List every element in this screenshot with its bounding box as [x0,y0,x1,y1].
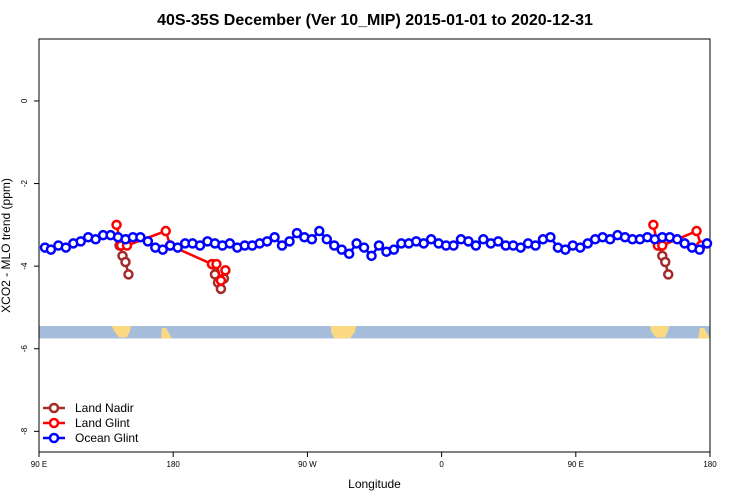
axes: 90 E 180 90 W 0 90 E 180 0 -2 -4 -6 -8 [20,98,717,469]
point-1-8 [220,265,231,276]
point-0-11 [660,256,671,268]
point-2-42 [351,238,362,249]
point-1-9 [648,219,659,231]
x-tick-label-4: 90 E [568,460,584,469]
point-0-7 [215,283,227,295]
y-tick-label-1: -2 [20,179,29,187]
legend-label-2: Ocean Glint [75,431,139,445]
point-2-45 [373,240,385,251]
legend-label-1: Land Glint [75,416,130,430]
point-1-11 [657,240,668,251]
point-2-47 [388,244,400,255]
legend-entry-1: Land Glint [43,416,130,430]
point-0-12 [662,269,674,280]
legend-marker-2 [48,432,60,444]
point-2-14 [142,236,154,247]
point-0-3 [123,269,134,280]
point-2-21 [194,240,206,251]
point-2-13 [135,231,146,243]
ocean-band [39,326,710,339]
point-2-59 [478,234,489,245]
series-layer [39,219,713,295]
point-2-55 [448,240,459,251]
point-1-6 [211,258,222,270]
point-2-5 [75,236,87,247]
chart-title: 40S-35S December (Ver 10_MIP) 2015-01-01… [157,12,593,29]
point-2-43 [358,242,370,253]
point-2-41 [343,248,355,260]
x-tick-label-0: 90 E [31,460,47,469]
point-2-76 [604,234,616,245]
point-2-57 [463,236,474,247]
x-axis-label: Longitude [348,477,401,491]
point-2-86 [679,238,690,249]
point-2-30 [261,236,273,247]
legend-label-0: Land Nadir [75,401,134,415]
point-2-68 [545,231,556,243]
point-0-2 [120,256,131,268]
point-2-72 [575,242,586,253]
x-tick-label-5: 180 [703,460,717,469]
point-2-52 [425,234,437,245]
point-2-70 [560,244,571,255]
legend-marker-1 [48,417,60,429]
point-2-16 [157,244,169,255]
point-2-58 [470,240,482,251]
point-2-31 [269,231,280,243]
point-2-36 [306,234,318,245]
point-2-88 [694,244,705,255]
series-land-glint [111,219,707,286]
x-tick-label-3: 0 [439,460,444,469]
legend-marker-0 [48,402,60,414]
point-2-64 [515,242,526,253]
point-2-7 [90,234,101,245]
point-2-33 [284,236,295,247]
point-2-40 [336,244,347,255]
point-1-12 [691,225,702,237]
point-1-0 [111,219,122,231]
y-tick-label-2: -4 [20,262,29,270]
point-2-3 [60,242,72,253]
land-shape-2 [331,326,356,339]
land-shape-0 [112,326,131,338]
point-2-39 [328,240,340,251]
land-shape-4 [698,328,710,339]
point-2-32 [276,240,288,251]
point-2-34 [291,227,303,239]
y-tick-label-4: -8 [20,427,29,435]
series-ocean-glint [39,225,713,262]
point-2-51 [418,238,429,249]
land-shape-3 [650,326,669,338]
point-2-73 [582,238,593,249]
point-2-85 [671,234,683,245]
legend-entry-0: Land Nadir [43,401,134,415]
point-2-61 [493,236,504,247]
point-2-1 [45,244,57,255]
legend-entry-2: Ocean Glint [43,431,139,445]
land-shape-1 [161,328,172,339]
point-2-38 [321,234,333,245]
point-1-7 [215,275,227,286]
y-tick-label-3: -6 [20,345,29,353]
point-2-66 [530,240,541,251]
point-2-25 [224,238,236,249]
point-2-18 [172,242,183,253]
x-tick-label-2: 90 W [298,460,317,469]
point-2-89 [701,238,713,249]
land-ocean-band [39,326,710,339]
point-2-44 [366,250,377,262]
point-1-3 [160,225,171,237]
x-tick-label-1: 180 [167,460,181,469]
y-tick-label-0: 0 [20,98,29,103]
y-axis-label: XCO2 - MLO trend (ppm) [0,178,13,313]
point-2-37 [314,225,325,237]
